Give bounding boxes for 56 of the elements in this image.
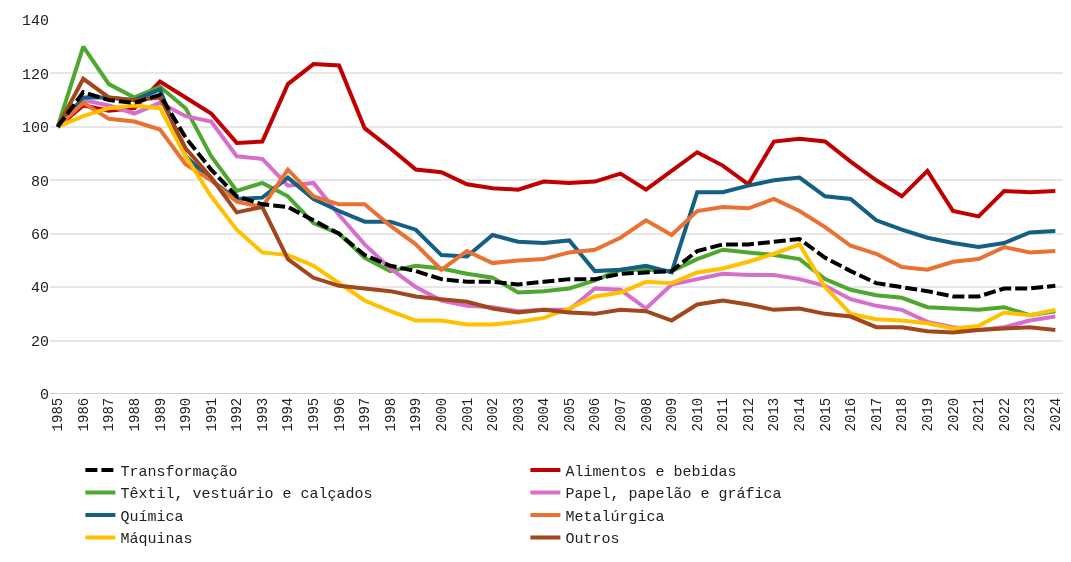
legend-label: Metalúrgica	[565, 508, 665, 526]
x-tick-label: 2016	[843, 397, 860, 432]
x-tick-label: 2002	[485, 397, 502, 432]
x-tick-label: 2020	[945, 397, 962, 432]
y-tick-label: 120	[21, 66, 49, 84]
y-tick-label: 20	[30, 333, 49, 351]
x-tick-label: 1990	[178, 397, 195, 432]
x-tick-label: 2006	[587, 397, 604, 432]
legend-label: Têxtil, vestuário e calçados	[120, 486, 373, 504]
legend-label: Alimentos e bebidas	[565, 463, 737, 481]
legend-label: Química	[120, 508, 184, 526]
x-tick-label: 1986	[75, 397, 92, 432]
x-tick-label: 2004	[536, 397, 553, 432]
x-tick-label: 2019	[919, 397, 936, 432]
x-tick-label: 2023	[1022, 397, 1039, 432]
x-tick-label: 1998	[382, 397, 399, 432]
x-tick-label: 2009	[664, 397, 681, 432]
y-tick-label: 140	[21, 13, 49, 31]
y-tick-label: 0	[39, 387, 49, 405]
x-tick-label: 2022	[996, 397, 1013, 432]
x-tick-label: 2008	[638, 397, 655, 432]
x-tick-label: 2013	[766, 397, 783, 432]
x-tick-label: 2007	[613, 397, 629, 432]
x-tick-label: 2000	[433, 397, 450, 432]
x-tick-label: 1996	[331, 397, 348, 432]
x-tick-label: 1992	[229, 397, 246, 432]
x-tick-label: 2021	[971, 397, 988, 432]
x-tick-label: 2003	[510, 397, 527, 432]
x-tick-label: 1995	[306, 397, 323, 432]
x-tick-label: 2012	[740, 397, 757, 432]
x-tick-label: 1985	[50, 397, 67, 432]
legend-label: Transformação	[120, 463, 238, 481]
x-tick-label: 1988	[126, 397, 143, 432]
x-tick-label: 2011	[715, 397, 732, 432]
legend-label: Máquinas	[120, 531, 193, 549]
y-tick-label: 40	[30, 280, 49, 298]
x-tick-label: 2010	[689, 397, 706, 432]
legend-label: Outros	[565, 531, 620, 549]
x-tick-label: 1987	[101, 397, 118, 432]
x-tick-label: 2015	[817, 397, 834, 432]
x-tick-label: 1993	[254, 397, 271, 432]
x-tick-label: 1994	[280, 397, 297, 432]
x-tick-label: 2014	[792, 397, 809, 432]
x-tick-label: 2018	[894, 397, 911, 432]
x-tick-label: 1997	[357, 397, 374, 432]
x-tick-label: 2001	[459, 397, 476, 432]
y-tick-label: 60	[30, 226, 49, 244]
x-tick-label: 2017	[868, 397, 885, 432]
x-tick-label: 2024	[1047, 397, 1064, 432]
legend-label: Papel, papelão e gráfica	[565, 486, 782, 504]
y-tick-label: 100	[21, 120, 49, 138]
x-tick-label: 1991	[203, 397, 220, 432]
x-tick-label: 1999	[408, 397, 425, 432]
y-tick-label: 80	[30, 173, 49, 191]
x-tick-label: 1989	[152, 397, 169, 432]
x-tick-label: 2005	[561, 397, 578, 432]
